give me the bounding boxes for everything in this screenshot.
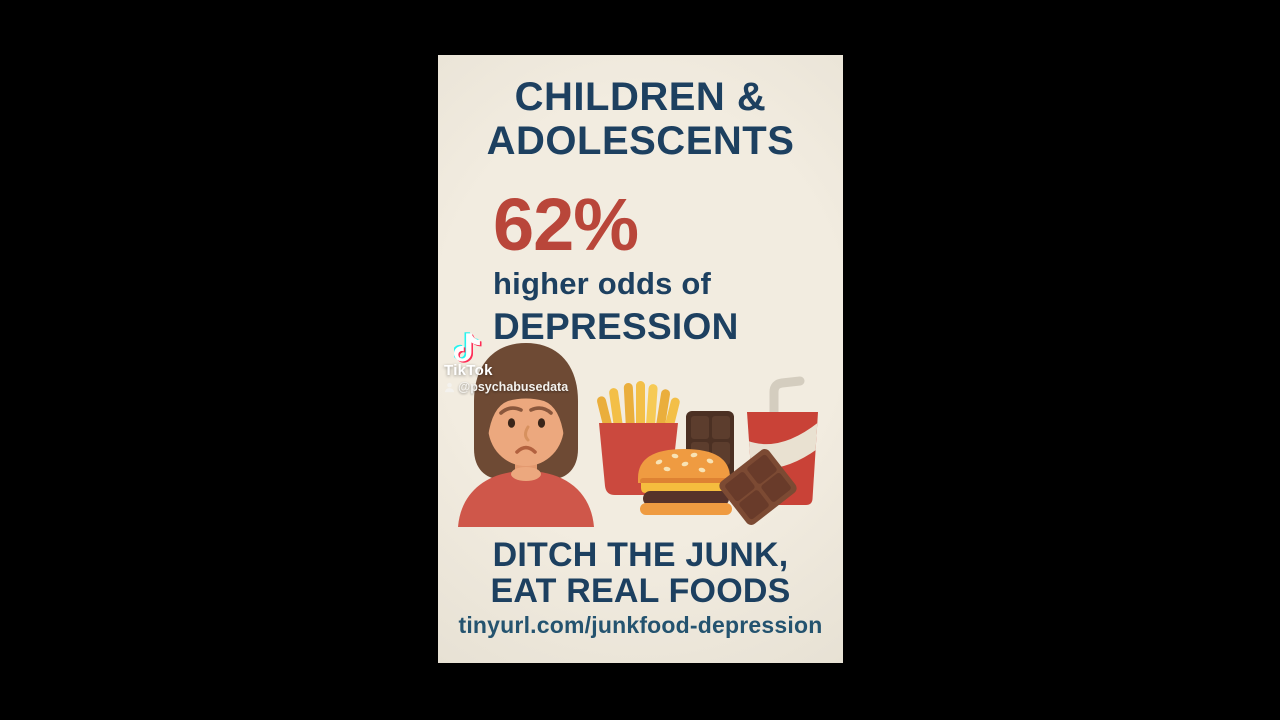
cta-line-1: DITCH THE JUNK,	[492, 536, 789, 574]
sad-girl-illustration	[458, 343, 594, 527]
page-title: CHILDREN & ADOLESCENTS	[438, 75, 843, 163]
stat-block: 62% higher odds of DEPRESSION	[493, 183, 739, 347]
burger-icon	[638, 449, 732, 515]
tiktok-note-icon	[454, 332, 482, 363]
stat-caption: higher odds of	[493, 266, 712, 302]
junk-food-illustration	[458, 343, 818, 527]
cta-line-2: EAT REAL FOODS	[490, 572, 791, 611]
source-url: tinyurl.com/junkfood-depression	[458, 612, 823, 638]
username-label: @psychabusedata	[458, 380, 569, 394]
infographic-poster: CHILDREN & ADOLESCENTS 62% higher odds o…	[438, 55, 843, 663]
chocolate-piece-icon	[719, 449, 797, 525]
cta-block: DITCH THE JUNK, EAT REAL FOODS	[438, 537, 843, 609]
title-line-2: ADOLESCENTS	[486, 118, 795, 163]
tiktok-watermark: TikTok @psychabusedata	[444, 331, 568, 394]
tiktok-app-name: TikTok	[444, 362, 493, 379]
stat-value: 62%	[493, 183, 639, 266]
person-icon	[444, 382, 455, 392]
stat-condition: DEPRESSION	[493, 305, 739, 347]
title-line-1: CHILDREN &	[514, 75, 767, 119]
